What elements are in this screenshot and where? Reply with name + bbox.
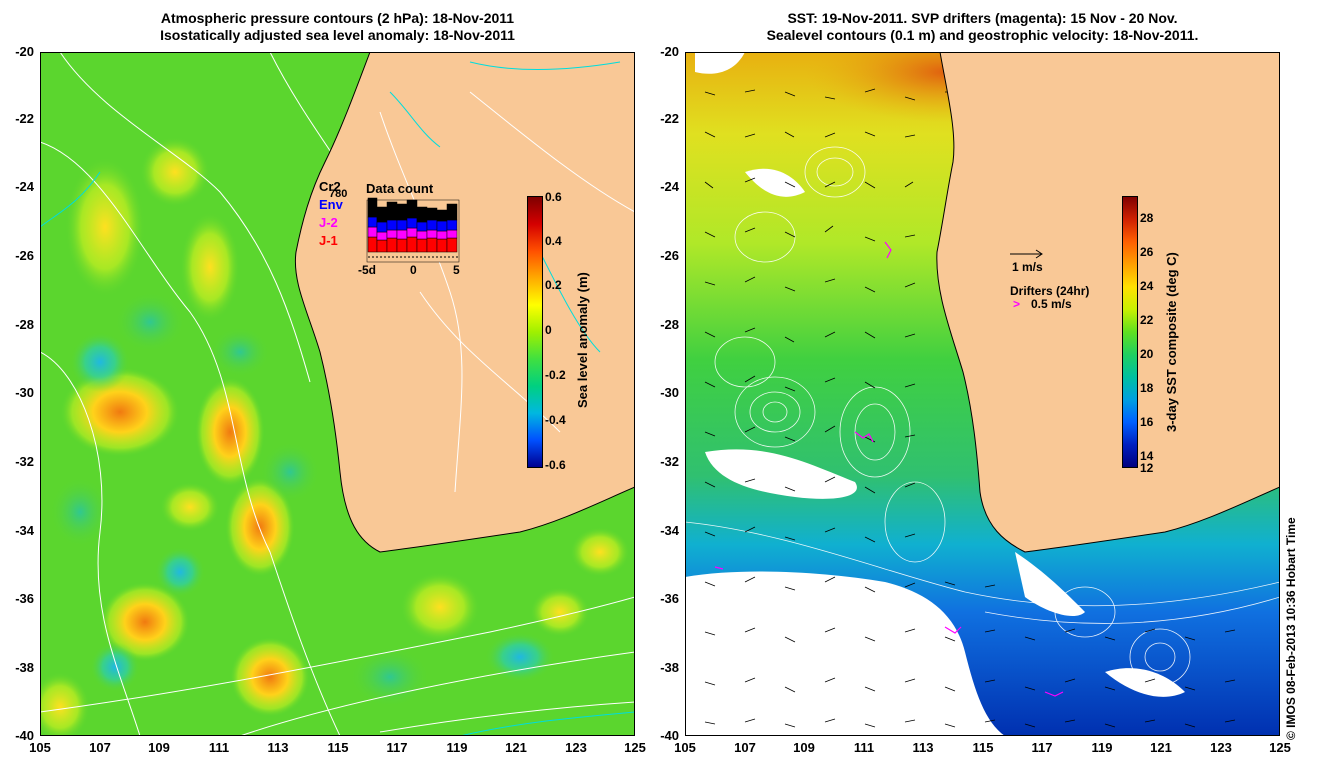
sla-cbar-tick: -0.4 bbox=[545, 413, 566, 427]
latitude-tick: -20 bbox=[660, 44, 679, 59]
latitude-tick: -24 bbox=[660, 179, 679, 194]
latitude-tick: -36 bbox=[15, 591, 34, 606]
velocity-scale-label: 1 m/s bbox=[1012, 260, 1043, 274]
left-title-line1: Atmospheric pressure contours (2 hPa): 1… bbox=[160, 10, 515, 26]
latitude-tick: -20 bbox=[15, 44, 34, 59]
latitude-tick: -26 bbox=[15, 248, 34, 263]
imos-credit: © IMOS 08-Feb-2013 10:36 Hobart Time bbox=[1284, 517, 1298, 740]
sla-cbar-tick: -0.2 bbox=[545, 368, 566, 382]
longitude-tick: 107 bbox=[734, 740, 756, 755]
latitude-tick: -38 bbox=[660, 660, 679, 675]
longitude-tick: 121 bbox=[505, 740, 527, 755]
pressure-contours bbox=[40, 52, 635, 736]
sst-cbar-tick: 16 bbox=[1140, 415, 1154, 429]
longitude-tick: 107 bbox=[89, 740, 111, 755]
longitude-tick: 125 bbox=[1269, 740, 1291, 755]
longitude-tick: 119 bbox=[1091, 740, 1113, 755]
sst-map bbox=[685, 52, 1280, 736]
sst-colorbar bbox=[1122, 196, 1138, 468]
svp-drifter-tracks bbox=[714, 241, 1064, 697]
latitude-tick: -40 bbox=[660, 728, 679, 743]
latitude-tick: -36 bbox=[660, 591, 679, 606]
data-count-xtick-5: 5 bbox=[453, 263, 460, 277]
australia-landmass bbox=[294, 52, 635, 553]
latitude-tick: -32 bbox=[15, 454, 34, 469]
velocity-scale-arrow bbox=[1010, 249, 1043, 259]
sla-cbar-tick: 0.2 bbox=[545, 278, 562, 292]
longitude-tick: 125 bbox=[624, 740, 646, 755]
sla-anomaly-blobs bbox=[40, 137, 630, 736]
sla-colorbar bbox=[527, 196, 543, 468]
longitude-tick: 109 bbox=[148, 740, 170, 755]
data-count-title: Data count bbox=[366, 181, 434, 196]
sst-cbar-tick: 28 bbox=[1140, 211, 1154, 225]
latitude-tick: -28 bbox=[660, 317, 679, 332]
longitude-tick: 113 bbox=[912, 740, 934, 755]
sea-level-anomaly-map bbox=[40, 52, 635, 736]
longitude-tick: 109 bbox=[793, 740, 815, 755]
left-map-frame bbox=[40, 52, 635, 736]
data-count-xtick-0: 0 bbox=[410, 263, 417, 277]
latitude-tick: -38 bbox=[15, 660, 34, 675]
satellite-env-label: Env bbox=[319, 197, 343, 212]
latitude-tick: -28 bbox=[15, 317, 34, 332]
latitude-tick: -32 bbox=[660, 454, 679, 469]
left-map-title: Atmospheric pressure contours (2 hPa): 1… bbox=[40, 10, 635, 44]
right-map-frame bbox=[685, 52, 1280, 736]
data-count-max-label: 780 bbox=[329, 188, 348, 200]
sla-cbar-tick: 0.4 bbox=[545, 234, 562, 248]
pressure-contours-cyan bbox=[40, 171, 635, 736]
sst-colorbar-label: 3-day SST composite (deg C) bbox=[1164, 252, 1179, 432]
geostrophic-velocity-arrows bbox=[704, 88, 1236, 728]
drifter-arrow-icon: > bbox=[1013, 297, 1021, 311]
sla-cbar-tick: 0 bbox=[545, 323, 552, 337]
latitude-tick: -26 bbox=[660, 248, 679, 263]
latitude-tick: -34 bbox=[660, 523, 679, 538]
land-rivers bbox=[389, 61, 621, 353]
longitude-tick: 117 bbox=[386, 740, 408, 755]
latitude-tick: -30 bbox=[660, 385, 679, 400]
drifter-speed-label: 0.5 m/s bbox=[1031, 297, 1072, 311]
longitude-tick: 111 bbox=[853, 740, 875, 755]
satellite-cr2-label: Cr2 bbox=[319, 179, 341, 194]
longitude-tick: 119 bbox=[446, 740, 468, 755]
longitude-tick: 115 bbox=[327, 740, 349, 755]
longitude-tick: 105 bbox=[674, 740, 696, 755]
longitude-tick: 111 bbox=[208, 740, 230, 755]
longitude-tick: 121 bbox=[1150, 740, 1172, 755]
latitude-tick: -30 bbox=[15, 385, 34, 400]
drifters-label: Drifters (24hr) bbox=[1010, 284, 1090, 298]
sst-cbar-tick: 20 bbox=[1140, 347, 1154, 361]
longitude-tick: 115 bbox=[972, 740, 994, 755]
latitude-tick: -34 bbox=[15, 523, 34, 538]
data-count-histogram bbox=[366, 197, 460, 263]
latitude-tick: -40 bbox=[15, 728, 34, 743]
sst-cbar-tick: 18 bbox=[1140, 381, 1154, 395]
right-title-line1: SST: 19-Nov-2011. SVP drifters (magenta)… bbox=[787, 10, 1178, 26]
latitude-tick: -24 bbox=[15, 179, 34, 194]
left-title-line2: Isostatically adjusted sea level anomaly… bbox=[160, 27, 515, 43]
satellite-j2-label: J-2 bbox=[319, 215, 338, 230]
sla-cbar-tick: 0.6 bbox=[545, 190, 562, 204]
cloud-masks bbox=[685, 52, 1185, 736]
sla-colorbar-label: Sea level anomaly (m) bbox=[575, 272, 590, 408]
sst-cbar-tick: 12 bbox=[1140, 461, 1154, 475]
sla-cbar-tick: -0.6 bbox=[545, 458, 566, 472]
right-title-line2: Sealevel contours (0.1 m) and geostrophi… bbox=[766, 27, 1199, 43]
longitude-tick: 117 bbox=[1031, 740, 1053, 755]
sst-cbar-tick: 14 bbox=[1140, 449, 1154, 463]
sst-cbar-tick: 22 bbox=[1140, 313, 1154, 327]
right-map-title: SST: 19-Nov-2011. SVP drifters (magenta)… bbox=[685, 10, 1280, 44]
longitude-tick: 123 bbox=[1210, 740, 1232, 755]
latitude-tick: -22 bbox=[660, 111, 679, 126]
data-count-xtick-minus5: -5d bbox=[358, 263, 376, 277]
australia-landmass bbox=[936, 52, 1280, 553]
longitude-tick: 105 bbox=[29, 740, 51, 755]
longitude-tick: 113 bbox=[267, 740, 289, 755]
sst-cbar-tick: 24 bbox=[1140, 279, 1154, 293]
satellite-j1-label: J-1 bbox=[319, 233, 338, 248]
sst-cbar-tick: 26 bbox=[1140, 245, 1154, 259]
longitude-tick: 123 bbox=[565, 740, 587, 755]
latitude-tick: -22 bbox=[15, 111, 34, 126]
